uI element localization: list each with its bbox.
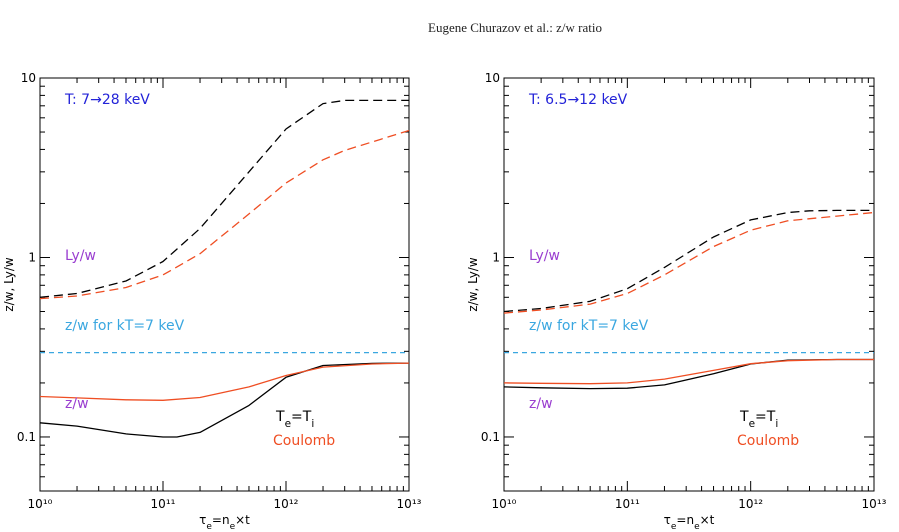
- series-zw-te-ti: [503, 358, 874, 390]
- y-tick-label: 10: [21, 71, 36, 85]
- series-lyw-coulomb: [503, 211, 875, 314]
- series-zw-coulomb: [39, 362, 410, 401]
- temperature-label: T: 6.5→12 keV: [528, 92, 628, 108]
- chart-panel-1: 10¹⁰ 10¹¹ 10¹² 10¹³ 0.1 1 10 τe=ne×t z/w, Ly/w T:…: [2, 71, 422, 532]
- x-tick-label: 10¹²: [274, 497, 299, 511]
- zw-label: z/w: [65, 396, 89, 412]
- y-tick-label: 1: [492, 250, 500, 264]
- series-zw-te-ti: [39, 362, 410, 438]
- chart-panel-2: 10¹⁰ 10¹¹ 10¹² 10¹³ 0.1 1 10 τe=ne×t z/w, Ly/w T:…: [466, 71, 887, 532]
- x-tick-label: 10¹³: [397, 497, 422, 511]
- x-tick-label: 10¹³: [862, 497, 887, 511]
- zw-label: z/w: [529, 396, 553, 412]
- y-axis-label: z/w, Ly/w: [2, 257, 16, 312]
- x-tick-label: 10¹²: [738, 497, 763, 511]
- temperature-label: T: 7→28 keV: [64, 92, 150, 108]
- series-lyw-te-ti: [503, 209, 874, 313]
- lyw-label: Ly/w: [529, 248, 560, 264]
- series-lyw-te-ti: [39, 99, 409, 298]
- x-axis-label: τe=ne×t: [199, 513, 250, 532]
- y-axis-label: z/w, Ly/w: [466, 257, 480, 312]
- coulomb-label: Coulomb: [273, 433, 335, 449]
- plot-frame: [39, 77, 410, 492]
- plot-frame: [503, 77, 875, 492]
- x-tick-label: 10¹¹: [615, 497, 640, 511]
- x-tick-label: 10¹¹: [151, 497, 176, 511]
- coulomb-label: Coulomb: [737, 433, 799, 449]
- x-axis-label: τe=ne×t: [664, 513, 715, 532]
- series-lyw-coulomb: [39, 129, 410, 300]
- y-tick-label: 10: [485, 71, 500, 85]
- running-title: Eugene Churazov et al.: z/w ratio: [428, 20, 602, 35]
- te-ti-label: Te=Ti: [275, 409, 314, 430]
- series-zw-coulomb: [503, 358, 874, 385]
- y-tick-label: 1: [28, 250, 36, 264]
- zw-reference-label: z/w for kT=7 keV: [529, 318, 649, 334]
- y-tick-label: 0.1: [481, 430, 500, 444]
- lyw-label: Ly/w: [65, 248, 96, 264]
- y-tick-label: 0.1: [17, 430, 36, 444]
- zw-reference-label: z/w for kT=7 keV: [65, 318, 185, 334]
- x-tick-label: 10¹⁰: [28, 497, 53, 511]
- te-ti-label: Te=Ti: [739, 409, 778, 430]
- x-tick-label: 10¹⁰: [492, 497, 517, 511]
